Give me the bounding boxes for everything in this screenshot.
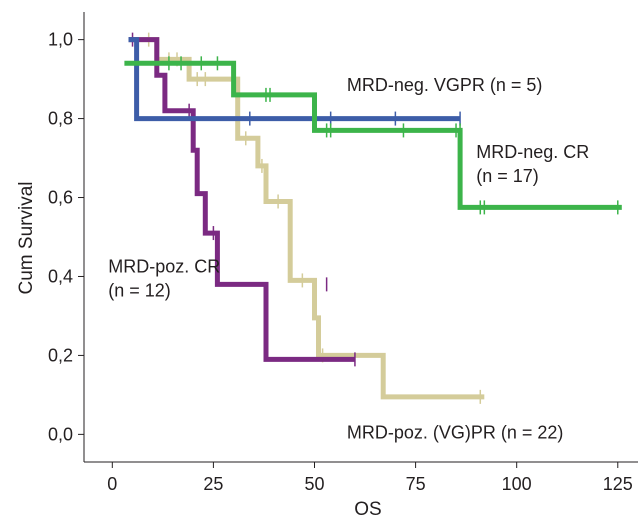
series-annotation: MRD-neg. CR (n = 17) bbox=[476, 142, 589, 186]
annotation-line: MRD-poz. (VG)PR (n = 22) bbox=[347, 422, 564, 442]
annotation-line: MRD-neg. VGPR (n = 5) bbox=[347, 75, 543, 95]
y-tick-label: 0,4 bbox=[48, 266, 73, 286]
annotation-line: MRD-poz. CR bbox=[108, 257, 220, 277]
y-tick-label: 0,6 bbox=[48, 188, 73, 208]
y-axis-title: Cum Survival bbox=[16, 182, 37, 295]
x-tick-label: 0 bbox=[107, 474, 117, 494]
x-tick-label: 50 bbox=[304, 474, 324, 494]
y-tick-label: 0,2 bbox=[48, 345, 73, 365]
annotation-line: MRD-neg. CR bbox=[476, 142, 589, 162]
annotation-line: (n = 17) bbox=[476, 166, 539, 186]
x-axis-title: OS bbox=[354, 499, 381, 520]
series-group bbox=[124, 56, 622, 215]
series-line bbox=[124, 60, 622, 210]
annotation-layer: MRD-neg. VGPR (n = 5) MRD-neg. CR (n = 17)… bbox=[108, 75, 589, 442]
series-annotation: MRD-poz. CR (n = 12) bbox=[108, 257, 220, 301]
x-tick-label: 100 bbox=[502, 474, 532, 494]
series-annotation: MRD-neg. VGPR (n = 5) bbox=[347, 75, 543, 95]
annotation-line: (n = 12) bbox=[108, 281, 171, 301]
series-annotation: MRD-poz. (VG)PR (n = 22) bbox=[347, 422, 564, 442]
x-tick-label: 125 bbox=[603, 474, 633, 494]
series-group bbox=[128, 37, 461, 126]
x-tick-label: 75 bbox=[406, 474, 426, 494]
y-tick-label: 0,8 bbox=[48, 109, 73, 129]
series-group bbox=[128, 32, 356, 367]
axes: 0 25 50 75 100 125 0,0 0,2 0,4 0,6 0,8 1,0 bbox=[48, 12, 638, 494]
y-tick-label: 1,0 bbox=[48, 30, 73, 50]
y-tick-label: 0,0 bbox=[48, 424, 73, 444]
series-line bbox=[128, 37, 461, 122]
series-layer bbox=[124, 32, 622, 404]
x-tick-label: 25 bbox=[203, 474, 223, 494]
series-line bbox=[128, 37, 355, 362]
